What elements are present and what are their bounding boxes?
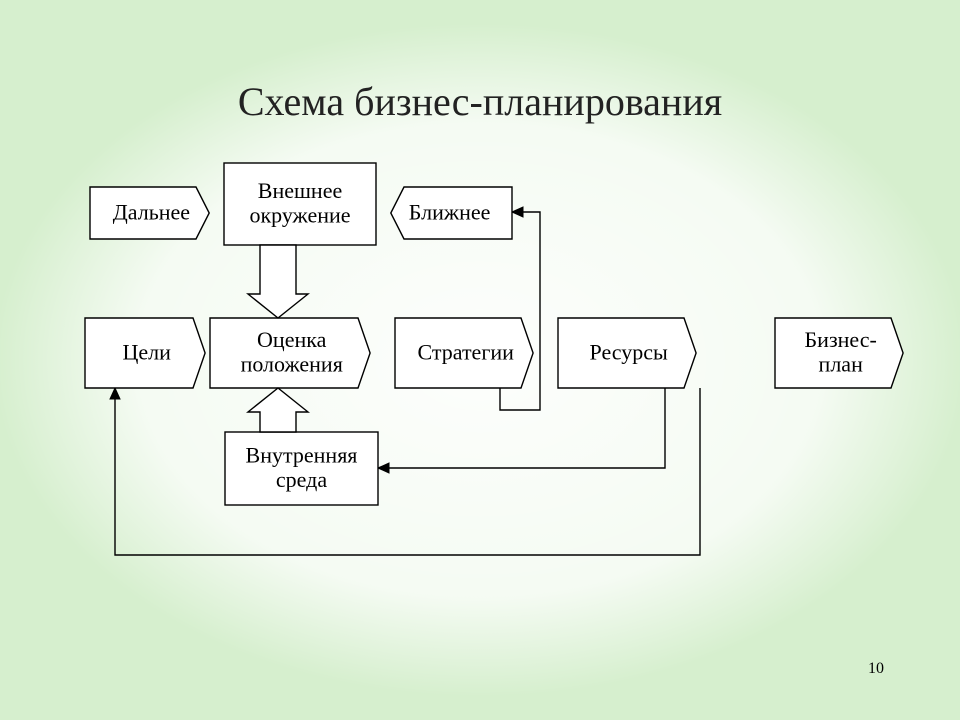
node-strategii: Стратегии [417,339,514,364]
node-blizhnee: Ближнее [409,199,491,224]
node-tseli: Цели [122,339,171,364]
node-dalnee: Дальнее [113,199,190,224]
node-resursy: Ресурсы [590,339,668,364]
diagram-canvas: ДальнееБлижнееВнешнееокружениеЦелиОценка… [0,0,960,720]
node-vneshnee: Внешнееокружение [249,178,350,228]
